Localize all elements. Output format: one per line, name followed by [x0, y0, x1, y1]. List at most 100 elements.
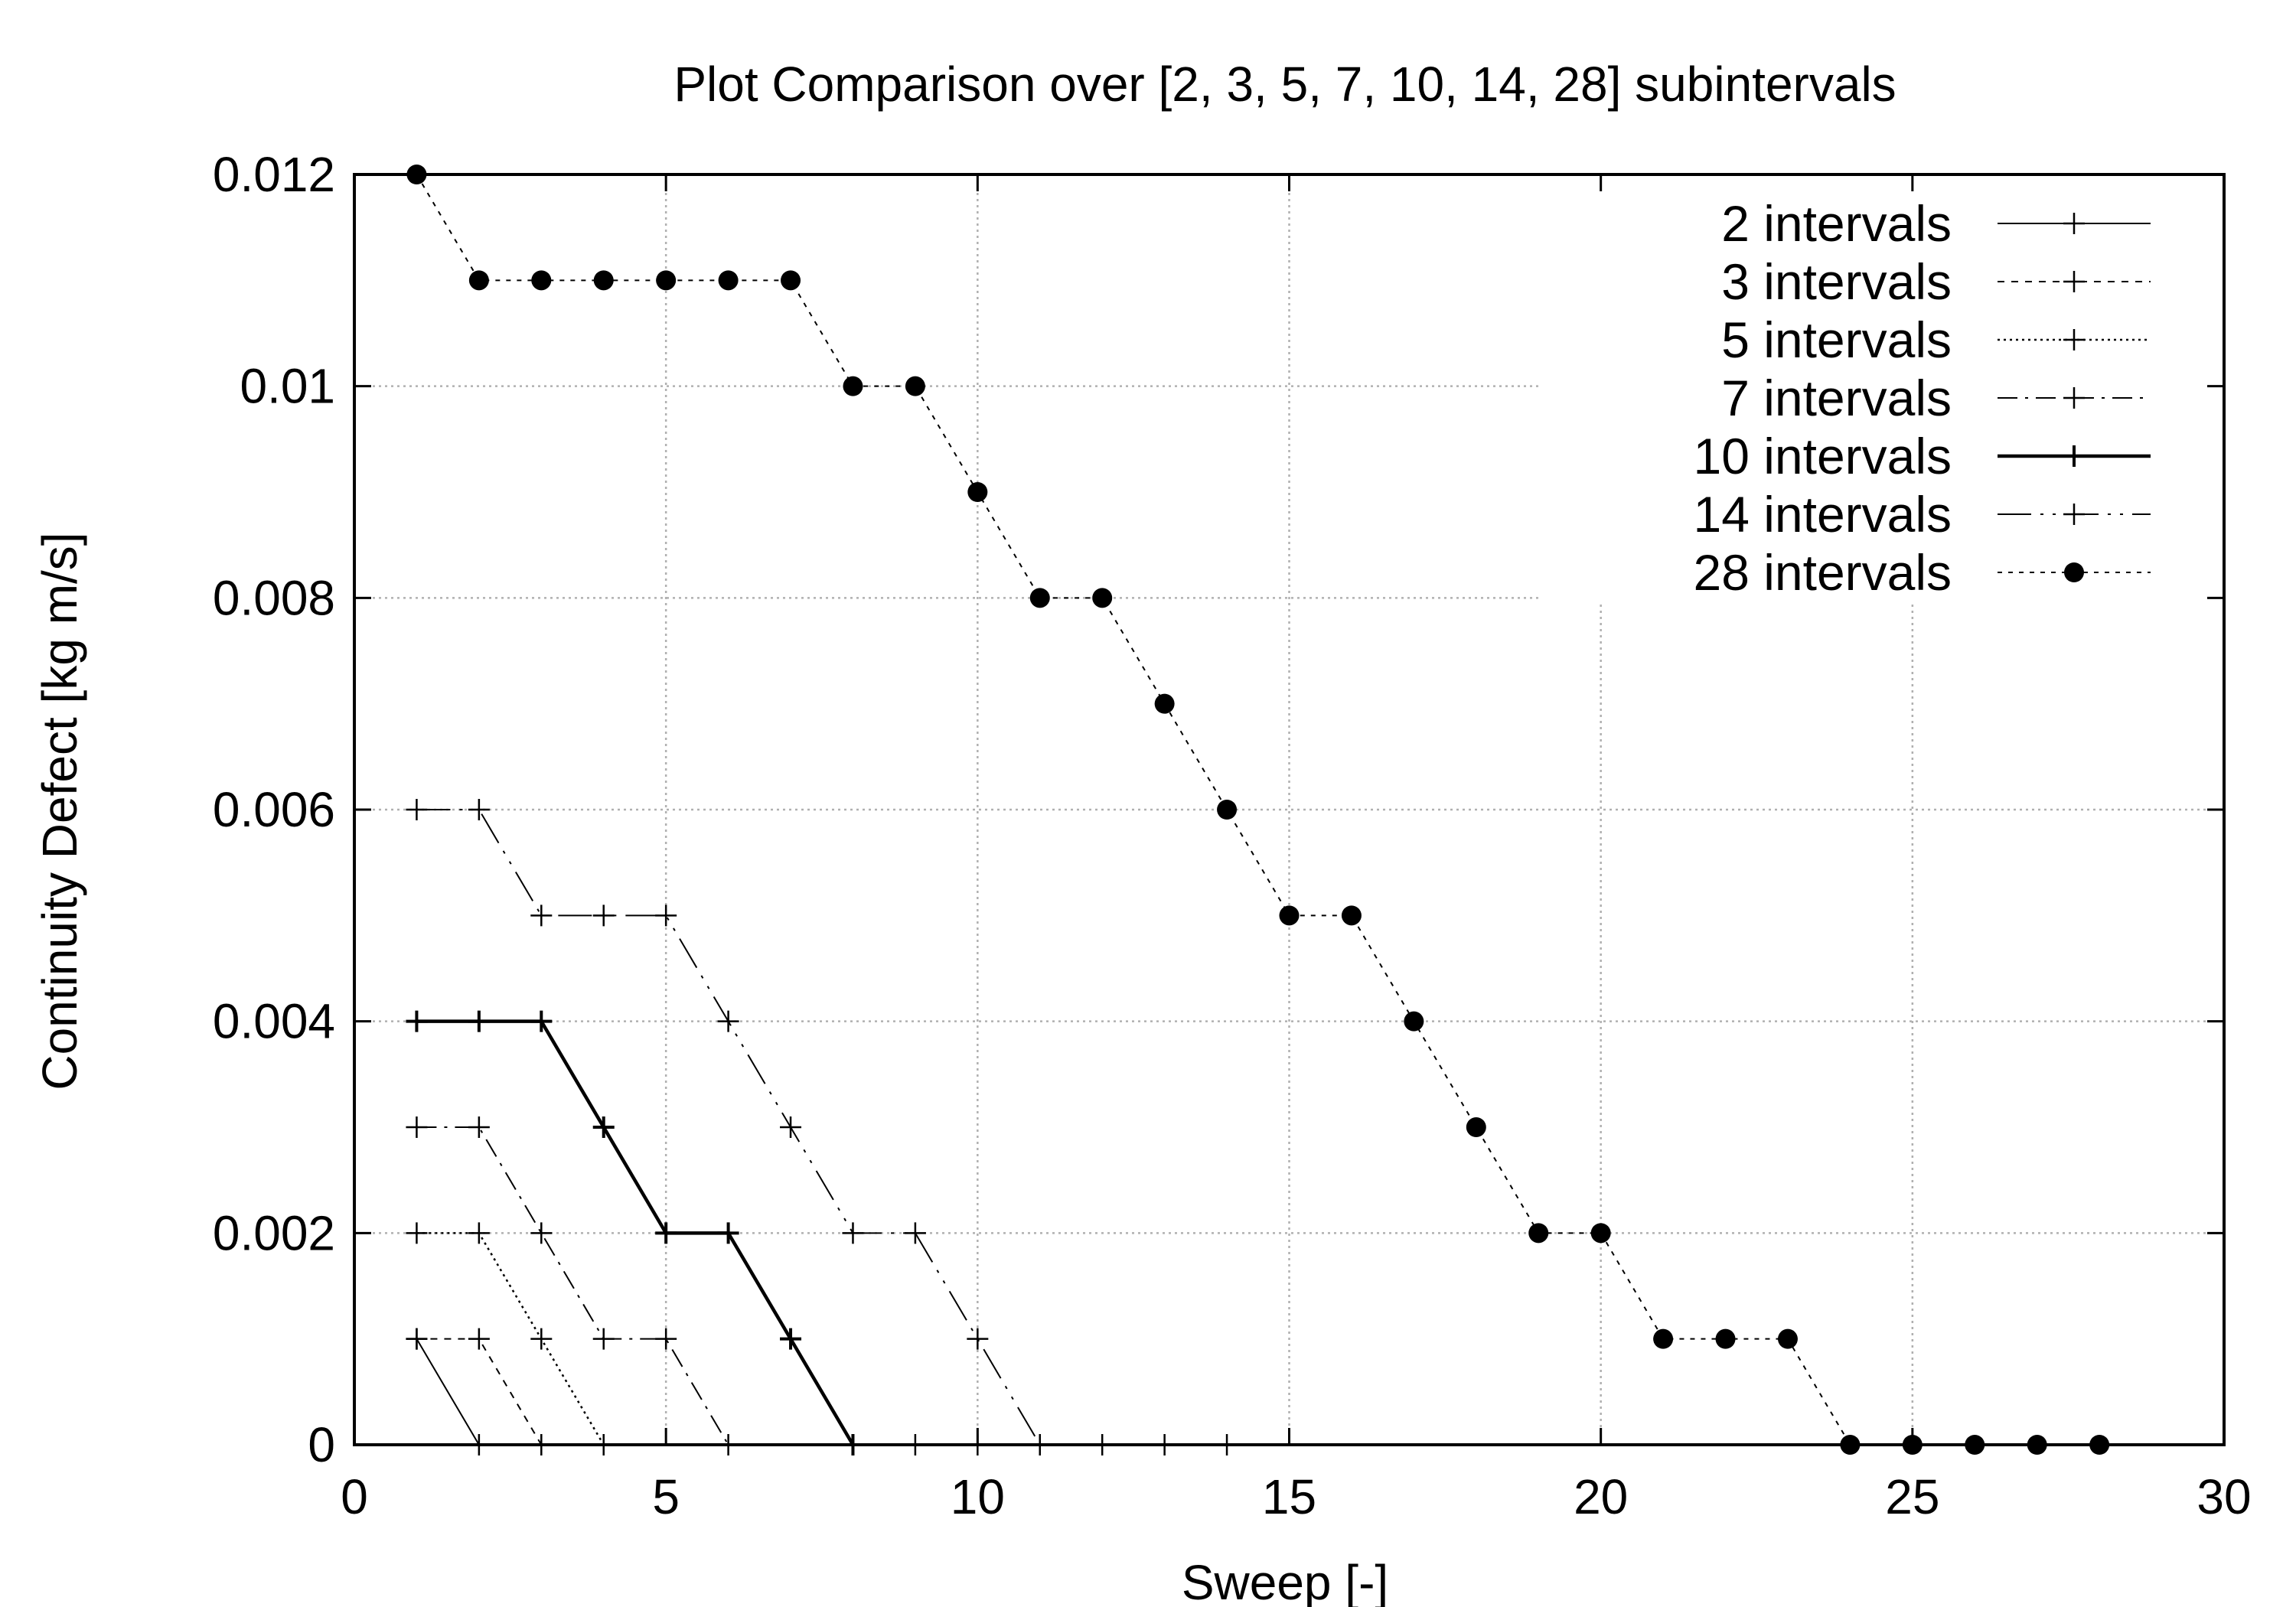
x-tick-label: 10 — [951, 1469, 1005, 1524]
y-tick-label: 0.01 — [240, 359, 335, 414]
data-point — [406, 1328, 428, 1350]
x-tick-label: 20 — [1574, 1469, 1628, 1524]
series-line — [416, 1338, 480, 1446]
y-axis-label: Continuity Defect [kg m/s] — [32, 532, 87, 1090]
axis-ticks — [353, 173, 2226, 1446]
data-point — [406, 1010, 428, 1032]
legend-label: 3 intervals — [1721, 253, 1952, 310]
data-point — [2063, 445, 2085, 467]
data-point — [842, 1222, 864, 1244]
data-point — [655, 1328, 677, 1350]
x-tick-label: 30 — [2197, 1469, 2251, 1524]
x-tick-label: 25 — [1885, 1469, 1939, 1524]
data-point — [406, 1222, 428, 1244]
series-line — [416, 1126, 729, 1446]
data-point — [531, 270, 552, 291]
data-point — [1590, 1223, 1611, 1244]
legend-label: 14 intervals — [1693, 486, 1952, 543]
data-point — [406, 1116, 428, 1138]
legend-label: 10 intervals — [1693, 428, 1952, 484]
y-tick-label: 0.002 — [213, 1205, 335, 1260]
series-line — [416, 174, 2100, 1446]
y-tick-label: 0.012 — [213, 147, 335, 202]
data-point — [468, 270, 489, 291]
data-point — [1777, 1328, 1798, 1349]
data-point — [781, 270, 801, 291]
x-tick-label: 15 — [1262, 1469, 1316, 1524]
data-point — [468, 799, 490, 820]
data-point — [1154, 693, 1175, 714]
data-point — [530, 1010, 553, 1032]
data-point — [2063, 329, 2085, 350]
data-point — [592, 1328, 615, 1350]
data-point — [905, 376, 925, 396]
data-point — [717, 1222, 739, 1244]
x-axis-label: Sweep [-] — [1182, 1555, 1388, 1607]
data-point — [468, 1222, 490, 1244]
data-point — [656, 270, 677, 291]
data-point — [904, 1222, 926, 1244]
legend-item: 14 intervals — [1693, 486, 2151, 543]
series-layer — [406, 165, 2110, 1455]
data-point — [2063, 387, 2085, 409]
data-point — [2063, 271, 2085, 292]
x-tick-label: 5 — [652, 1469, 680, 1524]
data-point — [2063, 504, 2085, 525]
data-point — [2064, 562, 2084, 582]
data-point — [967, 1328, 989, 1350]
series-line — [416, 1338, 543, 1446]
data-point — [843, 376, 863, 396]
legend-label: 7 intervals — [1721, 370, 1952, 426]
legend-item: 3 intervals — [1721, 253, 2151, 310]
legend-item: 10 intervals — [1693, 428, 2151, 484]
series-line — [416, 809, 1041, 1446]
legend-label: 28 intervals — [1693, 544, 1952, 601]
data-point — [468, 1010, 490, 1032]
legend-background — [1538, 178, 2219, 600]
data-point — [592, 1116, 615, 1138]
data-point — [1466, 1117, 1486, 1137]
data-point — [718, 270, 739, 291]
data-point — [1217, 800, 1238, 820]
y-tick-label: 0 — [308, 1417, 335, 1472]
legend-item: 7 intervals — [1721, 370, 2151, 426]
data-point — [1715, 1328, 1736, 1349]
data-point — [593, 270, 614, 291]
tick-labels: 0 5 10 15 20 25 30 0 0.002 0.004 0.006 0.008 0.01 0.0… — [213, 147, 2252, 1524]
series-2-intervals — [406, 1328, 490, 1455]
series-line — [416, 1232, 605, 1446]
data-point — [717, 1010, 739, 1032]
data-point — [967, 482, 988, 502]
data-point — [2063, 213, 2085, 234]
x-tick-label: 0 — [341, 1469, 368, 1524]
data-point — [1653, 1328, 1674, 1349]
data-point — [655, 1222, 677, 1244]
y-tick-label: 0.008 — [213, 570, 335, 625]
data-point — [530, 1328, 553, 1350]
data-point — [530, 905, 553, 927]
legend-item: 28 intervals — [1693, 544, 2151, 601]
data-point — [1029, 588, 1050, 608]
y-tick-label: 0.004 — [213, 994, 335, 1049]
data-point — [780, 1328, 802, 1350]
series-14-intervals — [406, 799, 1051, 1455]
data-point — [468, 1116, 490, 1138]
data-point — [655, 905, 677, 927]
data-point — [1092, 588, 1113, 608]
data-point — [1279, 905, 1300, 926]
data-point — [468, 1328, 490, 1350]
legend-item: 5 intervals — [1721, 311, 2151, 368]
data-point — [1341, 905, 1362, 926]
grid-lines — [354, 174, 2224, 1445]
chart-title: Plot Comparison over [2, 3, 5, 7, 10, 14… — [673, 57, 1896, 112]
y-tick-label: 0.006 — [213, 782, 335, 837]
data-point — [1404, 1011, 1424, 1032]
legend-label: 2 intervals — [1721, 195, 1952, 252]
data-point — [1528, 1223, 1549, 1244]
data-point — [530, 1222, 553, 1244]
legend-label: 5 intervals — [1721, 311, 1952, 368]
series-28-intervals — [406, 165, 2110, 1455]
data-point — [780, 1116, 802, 1138]
